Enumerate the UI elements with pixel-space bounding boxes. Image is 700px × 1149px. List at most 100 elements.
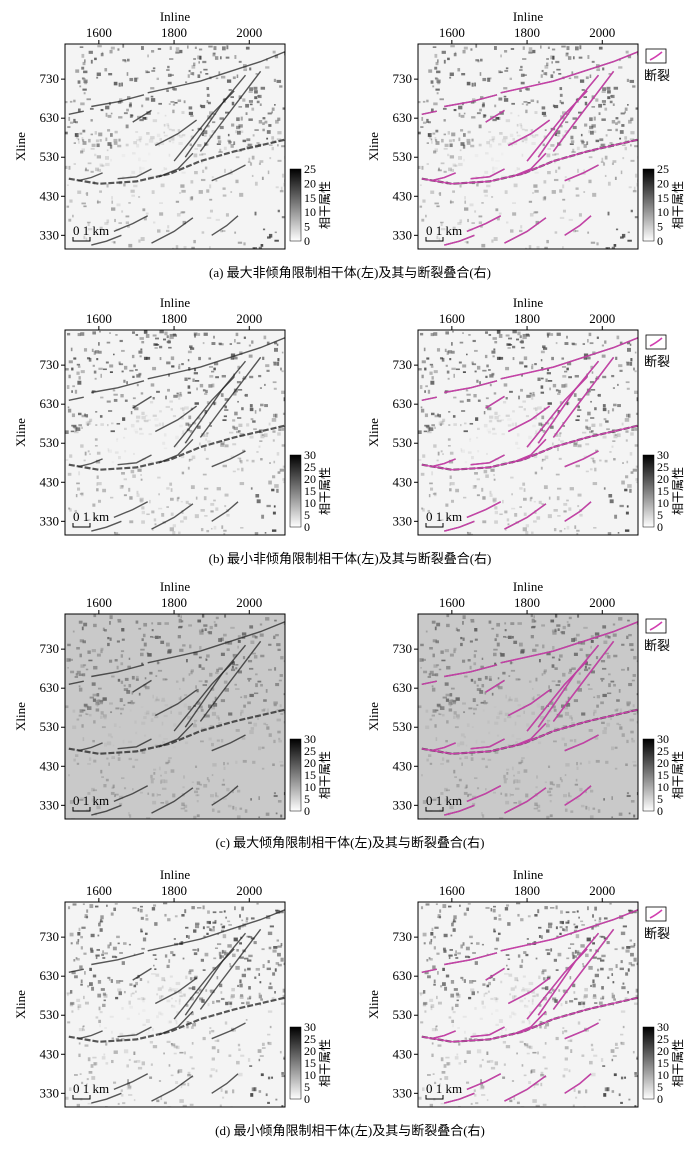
texture-speckle — [433, 444, 437, 448]
texture-speckle — [482, 520, 487, 524]
x-tick-label: 2000 — [236, 311, 262, 326]
texture-speckle — [190, 670, 193, 675]
texture-speckle — [151, 1028, 154, 1032]
texture-speckle — [458, 1041, 461, 1046]
texture-speckle — [492, 499, 496, 503]
discontinuity-lineament — [68, 110, 84, 115]
texture-speckle — [433, 946, 436, 950]
texture-speckle — [277, 144, 279, 147]
texture-speckle — [592, 458, 595, 463]
texture-speckle — [157, 476, 161, 479]
texture-speckle — [168, 1020, 172, 1024]
texture-speckle — [101, 953, 104, 956]
texture-speckle — [633, 1002, 638, 1005]
texture-speckle — [172, 141, 175, 144]
texture-speckle — [454, 776, 457, 778]
texture-speckle — [213, 402, 216, 406]
texture-speckle — [502, 400, 507, 404]
texture-speckle — [473, 707, 477, 711]
texture-speckle — [169, 527, 174, 532]
texture-speckle — [508, 973, 513, 977]
texture-speckle — [588, 664, 592, 666]
texture-speckle — [276, 138, 282, 141]
texture-speckle — [575, 187, 579, 190]
coherence-texture — [65, 44, 285, 249]
texture-speckle — [521, 128, 525, 131]
texture-speckle — [547, 380, 553, 382]
texture-speckle — [611, 973, 614, 976]
texture-speckle — [437, 914, 441, 917]
texture-speckle — [99, 928, 103, 932]
texture-speckle — [221, 926, 225, 929]
texture-speckle — [254, 692, 259, 695]
texture-speckle — [514, 985, 517, 989]
texture-speckle — [103, 717, 107, 720]
texture-speckle — [99, 920, 104, 923]
texture-speckle — [429, 998, 434, 1003]
texture-speckle — [252, 420, 256, 423]
texture-speckle — [182, 677, 185, 682]
texture-speckle — [624, 997, 628, 1001]
texture-speckle — [81, 77, 85, 79]
texture-speckle — [512, 410, 515, 413]
texture-speckle — [589, 815, 594, 819]
texture-speckle — [507, 142, 512, 145]
texture-speckle — [531, 697, 535, 700]
texture-speckle — [522, 333, 526, 337]
texture-speckle — [71, 413, 76, 418]
texture-speckle — [520, 65, 523, 69]
texture-speckle — [166, 964, 170, 969]
texture-speckle — [202, 926, 205, 930]
texture-speckle — [247, 143, 253, 147]
texture-speckle — [254, 129, 259, 131]
texture-speckle — [206, 216, 212, 219]
texture-speckle — [100, 988, 105, 991]
texture-speckle — [598, 112, 601, 116]
texture-speckle — [626, 739, 629, 744]
texture-speckle — [274, 341, 278, 345]
texture-speckle — [598, 920, 601, 923]
texture-speckle — [548, 794, 552, 797]
texture-speckle — [157, 229, 161, 233]
texture-speckle — [550, 619, 555, 623]
texture-speckle — [253, 428, 257, 431]
texture-speckle — [184, 809, 188, 812]
texture-speckle — [535, 786, 538, 789]
texture-speckle — [216, 739, 220, 742]
texture-speckle — [603, 487, 606, 490]
texture-speckle — [538, 81, 541, 84]
texture-speckle — [493, 706, 497, 708]
texture-speckle — [169, 400, 173, 403]
texture-speckle — [613, 1073, 617, 1077]
texture-speckle — [214, 56, 219, 60]
texture-speckle — [568, 218, 573, 221]
texture-speckle — [582, 343, 586, 345]
texture-speckle — [281, 370, 284, 373]
texture-speckle — [269, 925, 274, 928]
texture-speckle — [210, 929, 215, 932]
texture-speckle — [209, 672, 213, 677]
texture-speckle — [442, 967, 445, 971]
texture-speckle — [585, 419, 589, 422]
texture-speckle — [90, 1064, 94, 1068]
texture-speckle — [582, 963, 584, 965]
texture-speckle — [273, 635, 276, 640]
texture-speckle — [119, 1032, 124, 1037]
texture-speckle — [251, 459, 255, 463]
texture-speckle — [513, 183, 518, 188]
texture-speckle — [604, 459, 608, 463]
texture-speckle — [509, 661, 513, 665]
texture-speckle — [187, 45, 189, 49]
texture-speckle — [110, 735, 113, 739]
texture-speckle — [206, 87, 210, 91]
texture-speckle — [113, 1050, 118, 1054]
texture-speckle — [275, 909, 279, 912]
discontinuity-lineament — [211, 450, 246, 468]
texture-speckle — [189, 977, 193, 981]
texture-speckle — [569, 715, 573, 719]
texture-speckle — [142, 997, 146, 1000]
texture-speckle — [469, 935, 473, 939]
texture-speckle — [137, 468, 142, 472]
texture-speckle — [117, 48, 120, 51]
texture-speckle — [494, 721, 499, 725]
